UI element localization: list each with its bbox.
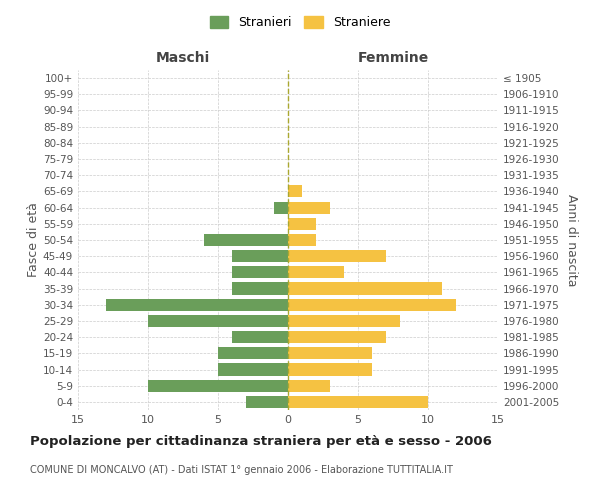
Bar: [288, 218, 316, 230]
Bar: [246, 396, 288, 408]
Bar: [288, 331, 386, 343]
Bar: [288, 186, 302, 198]
Text: COMUNE DI MONCALVO (AT) - Dati ISTAT 1° gennaio 2006 - Elaborazione TUTTITALIA.I: COMUNE DI MONCALVO (AT) - Dati ISTAT 1° …: [30, 465, 453, 475]
Bar: [218, 364, 288, 376]
Text: Femmine: Femmine: [358, 51, 428, 65]
Y-axis label: Anni di nascita: Anni di nascita: [565, 194, 578, 286]
Bar: [288, 364, 372, 376]
Bar: [288, 266, 344, 278]
Bar: [288, 282, 442, 294]
Bar: [288, 202, 330, 213]
Bar: [106, 298, 288, 311]
Bar: [288, 348, 372, 360]
Bar: [288, 298, 456, 311]
Bar: [148, 315, 288, 327]
Text: Maschi: Maschi: [156, 51, 210, 65]
Bar: [232, 282, 288, 294]
Bar: [232, 250, 288, 262]
Bar: [232, 331, 288, 343]
Bar: [288, 396, 428, 408]
Bar: [218, 348, 288, 360]
Bar: [232, 266, 288, 278]
Text: Popolazione per cittadinanza straniera per età e sesso - 2006: Popolazione per cittadinanza straniera p…: [30, 435, 492, 448]
Bar: [288, 315, 400, 327]
Bar: [288, 234, 316, 246]
Bar: [148, 380, 288, 392]
Y-axis label: Fasce di età: Fasce di età: [27, 202, 40, 278]
Bar: [274, 202, 288, 213]
Bar: [288, 250, 386, 262]
Legend: Stranieri, Straniere: Stranieri, Straniere: [205, 11, 395, 34]
Bar: [204, 234, 288, 246]
Bar: [288, 380, 330, 392]
